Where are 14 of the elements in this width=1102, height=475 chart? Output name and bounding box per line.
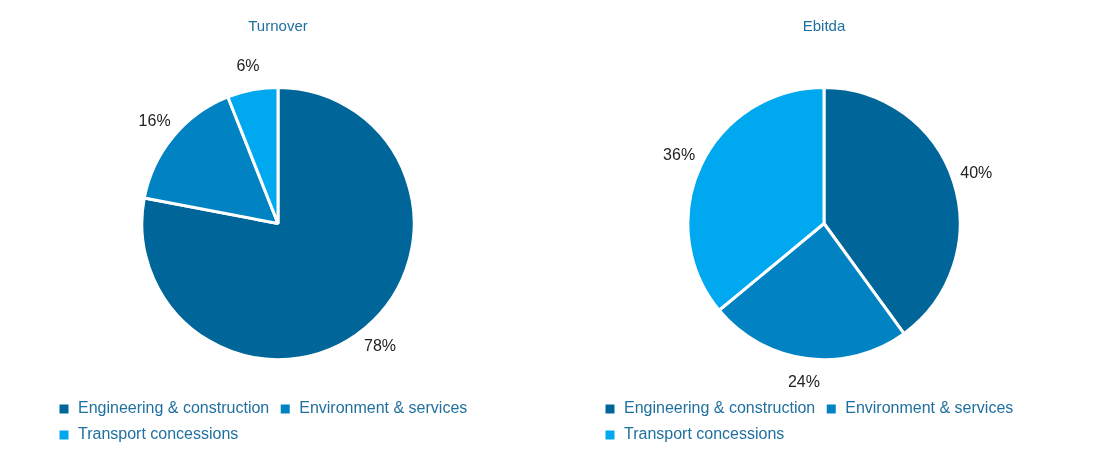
legend-label: Environment & services — [845, 399, 1014, 417]
data-label: 16% — [138, 111, 171, 129]
data-label: 78% — [364, 337, 397, 355]
legend-label: Environment & services — [299, 399, 468, 417]
data-label: 6% — [236, 56, 260, 74]
legend-label: Transport concessions — [78, 425, 239, 443]
data-label: 24% — [787, 372, 820, 390]
chart-title: Turnover — [248, 17, 308, 35]
data-label: 40% — [960, 164, 993, 182]
chart-title: Ebitda — [802, 17, 846, 35]
legend-label: Engineering & construction — [624, 399, 816, 417]
legend-label: Engineering & construction — [78, 399, 270, 417]
legend-label: Transport concessions — [624, 425, 785, 443]
data-label: 36% — [663, 145, 696, 163]
